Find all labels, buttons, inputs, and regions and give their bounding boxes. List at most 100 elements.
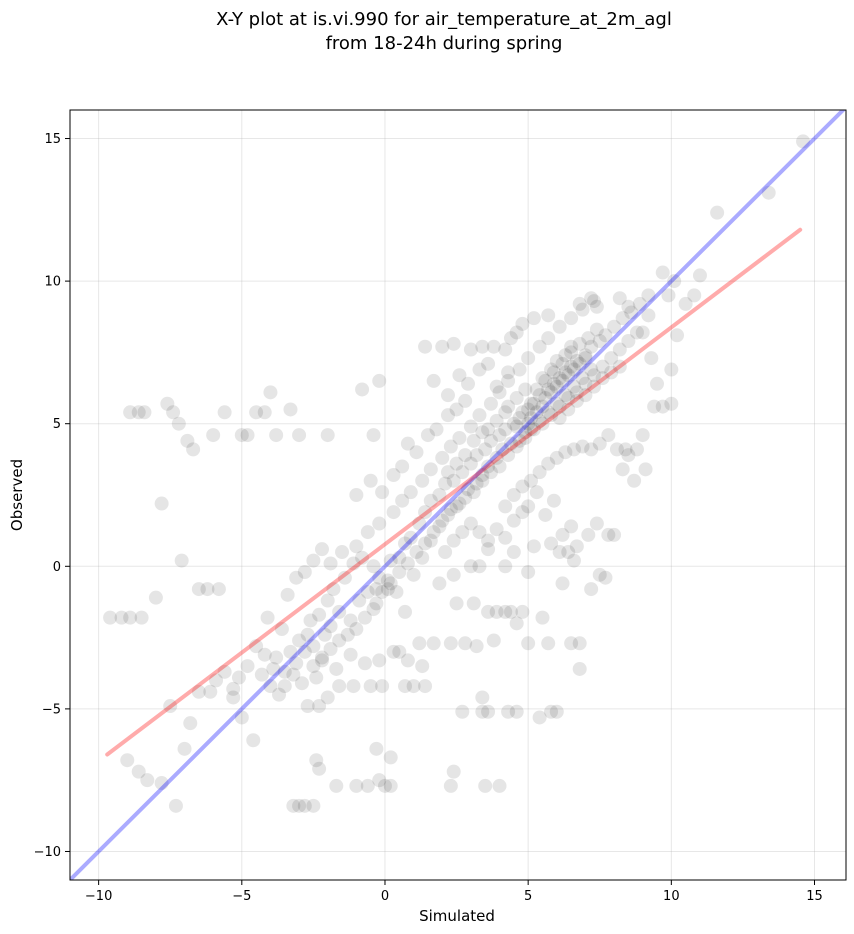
data-point <box>386 644 401 659</box>
data-point <box>249 405 264 420</box>
y-tick-label: 5 <box>53 417 61 432</box>
data-point <box>392 565 407 579</box>
data-point <box>449 456 464 471</box>
data-point <box>584 362 599 377</box>
data-point <box>226 690 241 705</box>
data-point <box>601 428 616 443</box>
data-point <box>486 339 501 354</box>
data-point <box>343 613 358 628</box>
data-point <box>426 373 441 388</box>
data-point <box>555 576 570 591</box>
data-point <box>472 408 487 423</box>
data-point <box>400 436 415 451</box>
data-point <box>140 773 155 788</box>
data-point <box>326 582 341 597</box>
data-point <box>541 308 556 323</box>
data-point <box>687 288 702 303</box>
data-point <box>191 684 206 699</box>
y-tick-label: 10 <box>44 275 61 290</box>
data-point <box>406 567 421 582</box>
data-point <box>435 450 450 465</box>
chart-subtitle: from 18-24h during spring <box>325 33 563 54</box>
data-point <box>389 584 404 599</box>
data-point <box>171 416 186 431</box>
data-point <box>475 690 490 705</box>
data-point <box>206 428 221 443</box>
data-point <box>564 311 579 326</box>
plot-background <box>70 110 846 880</box>
data-point <box>535 610 550 625</box>
data-point <box>418 339 433 354</box>
data-point <box>604 351 619 366</box>
data-point <box>627 473 642 488</box>
data-point <box>289 656 304 671</box>
data-point <box>526 396 541 411</box>
data-point <box>561 545 576 560</box>
data-point <box>598 570 613 585</box>
data-point <box>595 359 610 374</box>
data-point <box>372 653 387 668</box>
data-point <box>461 482 476 497</box>
data-point <box>541 382 556 397</box>
data-point <box>589 516 604 531</box>
data-point <box>386 468 401 483</box>
data-point <box>463 419 478 434</box>
data-point <box>166 405 181 420</box>
data-point <box>234 428 249 443</box>
data-point <box>217 664 232 679</box>
data-point <box>572 336 587 351</box>
data-point <box>569 393 584 408</box>
data-point <box>572 356 587 371</box>
data-point <box>506 416 521 431</box>
data-point <box>123 610 138 625</box>
data-point <box>297 565 312 579</box>
data-point <box>312 761 327 776</box>
data-point <box>581 527 596 542</box>
data-point <box>670 328 685 343</box>
data-point <box>578 376 593 391</box>
data-point <box>366 428 381 443</box>
data-point <box>455 525 470 540</box>
data-point <box>277 679 292 694</box>
data-point <box>509 704 524 719</box>
data-point <box>509 391 524 406</box>
data-point <box>481 542 496 557</box>
data-point <box>131 405 146 420</box>
data-point <box>541 456 556 471</box>
data-point <box>246 733 261 748</box>
data-point <box>592 567 607 582</box>
data-point <box>423 462 438 477</box>
y-tick-label: −10 <box>34 845 61 860</box>
data-point <box>589 322 604 337</box>
data-point <box>406 679 421 694</box>
data-point <box>314 653 329 668</box>
data-point <box>492 459 507 474</box>
data-point <box>314 650 329 665</box>
data-point <box>492 778 507 793</box>
data-point <box>564 359 579 374</box>
data-point <box>392 644 407 659</box>
data-point <box>655 399 670 414</box>
data-point <box>532 413 547 428</box>
x-tick-label: 10 <box>663 889 680 904</box>
data-point <box>509 419 524 434</box>
data-point <box>558 365 573 380</box>
data-point <box>578 348 593 363</box>
data-point <box>566 442 581 457</box>
data-point <box>398 536 413 551</box>
data-point <box>432 576 447 591</box>
data-point <box>231 670 246 685</box>
data-point <box>569 353 584 368</box>
data-point <box>372 373 387 388</box>
data-point <box>544 408 559 423</box>
data-point <box>552 371 567 386</box>
data-point <box>552 399 567 414</box>
data-point <box>383 778 398 793</box>
data-point <box>518 382 533 397</box>
data-point <box>561 391 576 406</box>
y-tick-label: −5 <box>42 702 61 717</box>
data-point <box>186 442 201 457</box>
data-point <box>372 516 387 531</box>
data-point <box>506 513 521 528</box>
data-point <box>489 604 504 619</box>
